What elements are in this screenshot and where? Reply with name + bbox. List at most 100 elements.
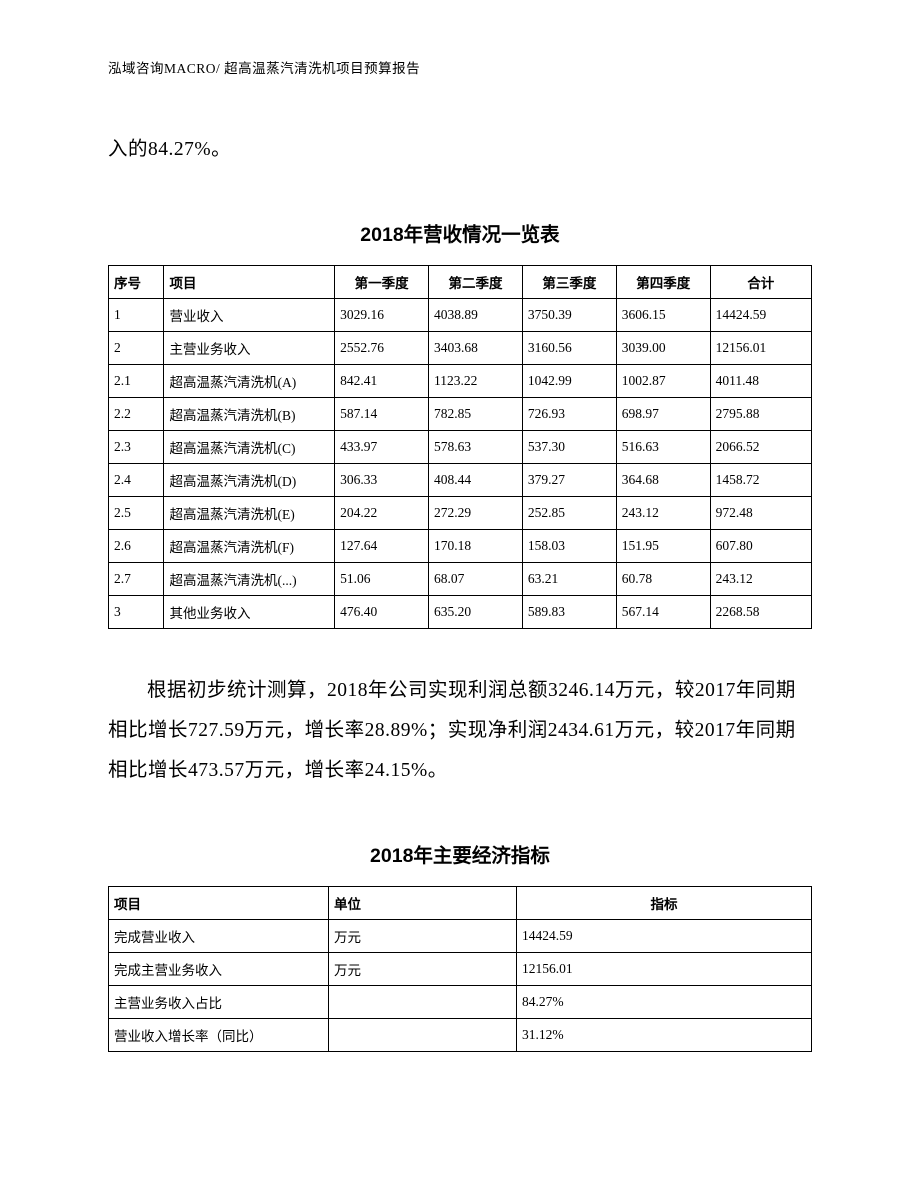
cell-seq: 2.6 bbox=[109, 529, 164, 562]
cell-indicator: 31.12% bbox=[517, 1018, 812, 1051]
cell-q4: 567.14 bbox=[616, 595, 710, 628]
cell-item: 营业收入 bbox=[164, 298, 335, 331]
indicator-table: 项目 单位 指标 完成营业收入万元14424.59完成主营业务收入万元12156… bbox=[108, 886, 812, 1052]
cell-q2: 408.44 bbox=[429, 463, 523, 496]
col-q3: 第三季度 bbox=[522, 265, 616, 298]
table-row: 2主营业务收入2552.763403.683160.563039.0012156… bbox=[109, 331, 812, 364]
cell-unit bbox=[329, 985, 517, 1018]
cell-total: 4011.48 bbox=[710, 364, 811, 397]
cell-unit: 万元 bbox=[329, 952, 517, 985]
cell-item: 超高温蒸汽清洗机(A) bbox=[164, 364, 335, 397]
cell-seq: 2.3 bbox=[109, 430, 164, 463]
cell-unit: 万元 bbox=[329, 919, 517, 952]
cell-q4: 516.63 bbox=[616, 430, 710, 463]
cell-item: 完成主营业务收入 bbox=[109, 952, 329, 985]
col-seq: 序号 bbox=[109, 265, 164, 298]
cell-seq: 2.5 bbox=[109, 496, 164, 529]
cell-total: 972.48 bbox=[710, 496, 811, 529]
col-indicator: 指标 bbox=[517, 886, 812, 919]
cell-q1: 2552.76 bbox=[335, 331, 429, 364]
table-row: 2.5超高温蒸汽清洗机(E)204.22272.29252.85243.1297… bbox=[109, 496, 812, 529]
cell-item: 完成营业收入 bbox=[109, 919, 329, 952]
cell-total: 1458.72 bbox=[710, 463, 811, 496]
cell-item: 超高温蒸汽清洗机(D) bbox=[164, 463, 335, 496]
cell-q3: 158.03 bbox=[522, 529, 616, 562]
table-header-row: 序号 项目 第一季度 第二季度 第三季度 第四季度 合计 bbox=[109, 265, 812, 298]
cell-indicator: 84.27% bbox=[517, 985, 812, 1018]
cell-q4: 3039.00 bbox=[616, 331, 710, 364]
cell-q4: 1002.87 bbox=[616, 364, 710, 397]
cell-total: 14424.59 bbox=[710, 298, 811, 331]
intro-fragment: 入的84.27%。 bbox=[108, 130, 812, 170]
table-row: 完成营业收入万元14424.59 bbox=[109, 919, 812, 952]
header-text: 泓域咨询MACRO/ 超高温蒸汽清洗机项目预算报告 bbox=[108, 61, 420, 76]
table2-title: 2018年主要经济指标 bbox=[108, 839, 812, 868]
page-header: 泓域咨询MACRO/ 超高温蒸汽清洗机项目预算报告 bbox=[108, 57, 420, 77]
cell-q4: 151.95 bbox=[616, 529, 710, 562]
table1-title: 2018年营收情况一览表 bbox=[108, 218, 812, 247]
table-row: 2.6超高温蒸汽清洗机(F)127.64170.18158.03151.9560… bbox=[109, 529, 812, 562]
cell-indicator: 14424.59 bbox=[517, 919, 812, 952]
cell-q2: 635.20 bbox=[429, 595, 523, 628]
cell-q4: 364.68 bbox=[616, 463, 710, 496]
table-header-row: 项目 单位 指标 bbox=[109, 886, 812, 919]
table-row: 2.2超高温蒸汽清洗机(B)587.14782.85726.93698.9727… bbox=[109, 397, 812, 430]
revenue-table: 序号 项目 第一季度 第二季度 第三季度 第四季度 合计 1营业收入3029.1… bbox=[108, 265, 812, 629]
table-row: 2.1超高温蒸汽清洗机(A)842.411123.221042.991002.8… bbox=[109, 364, 812, 397]
cell-q3: 63.21 bbox=[522, 562, 616, 595]
cell-q1: 204.22 bbox=[335, 496, 429, 529]
cell-q2: 68.07 bbox=[429, 562, 523, 595]
cell-item: 超高温蒸汽清洗机(E) bbox=[164, 496, 335, 529]
cell-q1: 476.40 bbox=[335, 595, 429, 628]
cell-q1: 306.33 bbox=[335, 463, 429, 496]
col-item: 项目 bbox=[164, 265, 335, 298]
cell-total: 243.12 bbox=[710, 562, 811, 595]
table-row: 营业收入增长率（同比） 31.12% bbox=[109, 1018, 812, 1051]
cell-item: 超高温蒸汽清洗机(B) bbox=[164, 397, 335, 430]
cell-total: 2268.58 bbox=[710, 595, 811, 628]
col-q1: 第一季度 bbox=[335, 265, 429, 298]
cell-q3: 3750.39 bbox=[522, 298, 616, 331]
cell-q3: 252.85 bbox=[522, 496, 616, 529]
cell-unit bbox=[329, 1018, 517, 1051]
cell-item: 营业收入增长率（同比） bbox=[109, 1018, 329, 1051]
cell-q2: 4038.89 bbox=[429, 298, 523, 331]
cell-q1: 3029.16 bbox=[335, 298, 429, 331]
cell-seq: 2.2 bbox=[109, 397, 164, 430]
cell-q2: 578.63 bbox=[429, 430, 523, 463]
cell-q2: 782.85 bbox=[429, 397, 523, 430]
table-row: 3其他业务收入476.40635.20589.83567.142268.58 bbox=[109, 595, 812, 628]
cell-item: 超高温蒸汽清洗机(F) bbox=[164, 529, 335, 562]
col-total: 合计 bbox=[710, 265, 811, 298]
cell-total: 12156.01 bbox=[710, 331, 811, 364]
cell-q4: 698.97 bbox=[616, 397, 710, 430]
cell-q1: 587.14 bbox=[335, 397, 429, 430]
table-row: 2.4超高温蒸汽清洗机(D)306.33408.44379.27364.6814… bbox=[109, 463, 812, 496]
cell-seq: 2.7 bbox=[109, 562, 164, 595]
cell-item: 超高温蒸汽清洗机(C) bbox=[164, 430, 335, 463]
cell-q1: 127.64 bbox=[335, 529, 429, 562]
table-row: 2.3超高温蒸汽清洗机(C)433.97578.63537.30516.6320… bbox=[109, 430, 812, 463]
cell-q2: 272.29 bbox=[429, 496, 523, 529]
table-row: 完成主营业务收入万元12156.01 bbox=[109, 952, 812, 985]
cell-q3: 3160.56 bbox=[522, 331, 616, 364]
table-row: 2.7超高温蒸汽清洗机(...)51.0668.0763.2160.78243.… bbox=[109, 562, 812, 595]
col-q2: 第二季度 bbox=[429, 265, 523, 298]
col-item2: 项目 bbox=[109, 886, 329, 919]
cell-q1: 51.06 bbox=[335, 562, 429, 595]
cell-seq: 2 bbox=[109, 331, 164, 364]
cell-item: 主营业务收入占比 bbox=[109, 985, 329, 1018]
paragraph-2: 根据初步统计测算，2018年公司实现利润总额3246.14万元，较2017年同期… bbox=[108, 671, 812, 791]
cell-q2: 3403.68 bbox=[429, 331, 523, 364]
cell-q1: 842.41 bbox=[335, 364, 429, 397]
cell-seq: 2.4 bbox=[109, 463, 164, 496]
table-row: 1营业收入3029.164038.893750.393606.1514424.5… bbox=[109, 298, 812, 331]
cell-q4: 243.12 bbox=[616, 496, 710, 529]
cell-seq: 2.1 bbox=[109, 364, 164, 397]
page-content: 入的84.27%。 2018年营收情况一览表 序号 项目 第一季度 第二季度 第… bbox=[108, 130, 812, 1052]
cell-total: 2795.88 bbox=[710, 397, 811, 430]
cell-q4: 60.78 bbox=[616, 562, 710, 595]
cell-q3: 379.27 bbox=[522, 463, 616, 496]
cell-indicator: 12156.01 bbox=[517, 952, 812, 985]
table-row: 主营业务收入占比 84.27% bbox=[109, 985, 812, 1018]
